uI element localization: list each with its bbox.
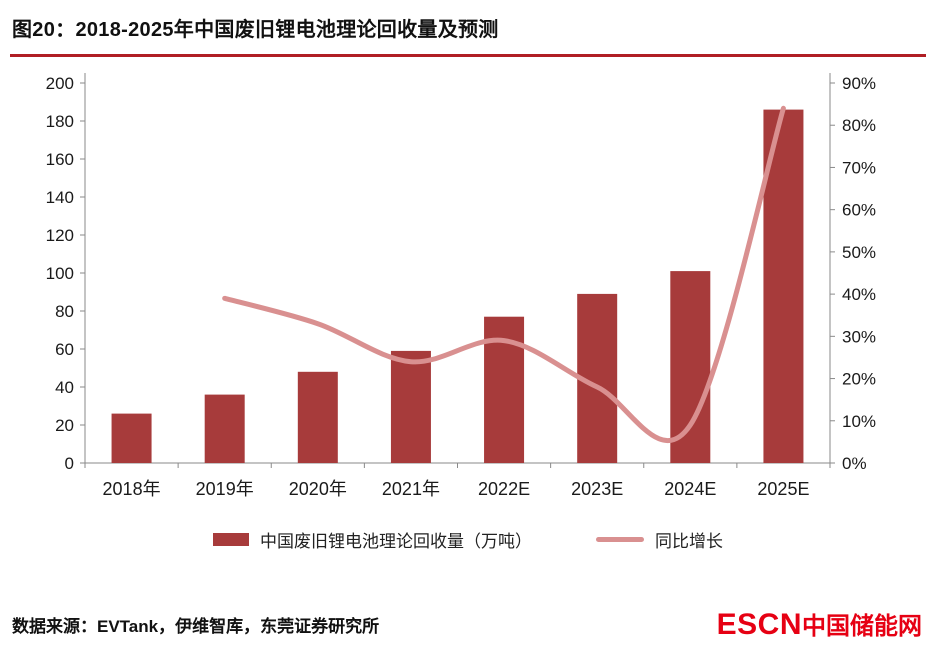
bar-2021年: [390, 350, 431, 463]
left-axis-tick-label: 40: [55, 378, 74, 397]
right-axis-tick-label: 40%: [842, 285, 876, 304]
x-axis-label: 2021年: [382, 479, 440, 499]
right-axis-tick-label: 80%: [842, 116, 876, 135]
right-axis-tick-label: 60%: [842, 201, 876, 220]
left-axis-tick-label: 80: [55, 302, 74, 321]
combo-bar-line-chart: 0 20 40 60 80 100 120 140 160 180 200 0% 10% 20% 30% 40…: [46, 73, 876, 499]
legend-line-label: 同比增长: [655, 532, 723, 551]
x-axis-label: 2018年: [103, 479, 161, 499]
x-axis-label: 2025E: [757, 479, 809, 499]
left-axis-tick-label: 200: [46, 74, 74, 93]
footer: 数据来源：EVTank，伊维智库，东莞证券研究所 ESCN中国储能网: [0, 606, 936, 642]
left-axis-tick-label: 100: [46, 264, 74, 283]
bar-2018年: [111, 413, 152, 463]
left-axis-tick-label: 120: [46, 226, 74, 245]
x-axis-label: 2019年: [196, 479, 254, 499]
line-series-swatch: [596, 537, 644, 542]
legend-item-line: 同比增长: [596, 527, 723, 552]
right-axis-tick-label: 20%: [842, 370, 876, 389]
left-axis-tick-label: 20: [55, 416, 74, 435]
escn-logo: ESCN中国储能网: [717, 606, 922, 642]
right-axis-tick-label: 70%: [842, 158, 876, 177]
title-divider: [10, 54, 926, 57]
bar-2019年: [204, 394, 245, 463]
escn-logo-cn: 中国储能网: [802, 613, 922, 640]
left-axis-tick-label: 60: [55, 340, 74, 359]
right-axis-tick-label: 10%: [842, 412, 876, 431]
right-axis-tick-label: 0%: [842, 454, 867, 473]
legend-item-bar: 中国废旧锂电池理论回收量（万吨）: [213, 527, 532, 552]
x-axis-label: 2022E: [478, 479, 530, 499]
left-axis-tick-label: 140: [46, 188, 74, 207]
legend-bar-label: 中国废旧锂电池理论回收量（万吨）: [260, 532, 532, 551]
left-axis-tick-label: 180: [46, 112, 74, 131]
growth-line: [222, 105, 786, 444]
bar-2024E: [670, 271, 711, 463]
x-axis-label: 2023E: [571, 479, 623, 499]
chart-legend: 中国废旧锂电池理论回收量（万吨） 同比增长: [0, 527, 936, 552]
left-axis-tick-label: 160: [46, 150, 74, 169]
x-axis-label: 2024E: [664, 479, 716, 499]
bar-series-swatch: [213, 533, 249, 546]
right-axis-tick-label: 30%: [842, 327, 876, 346]
data-source-text: 数据来源：EVTank，伊维智库，东莞证券研究所: [12, 616, 380, 636]
bar-2020年: [297, 371, 338, 463]
escn-logo-en: ESCN: [716, 608, 802, 641]
figure-title: 图20：2018-2025年中国废旧锂电池理论回收量及预测: [12, 19, 499, 41]
right-axis-tick-label: 90%: [842, 74, 876, 93]
left-axis-tick-label: 0: [65, 454, 74, 473]
x-axis-label: 2020年: [289, 479, 347, 499]
chart-area: 0 20 40 60 80 100 120 140 160 180 200 0% 10% 20% 30% 40…: [0, 61, 936, 521]
right-axis-tick-label: 50%: [842, 243, 876, 262]
